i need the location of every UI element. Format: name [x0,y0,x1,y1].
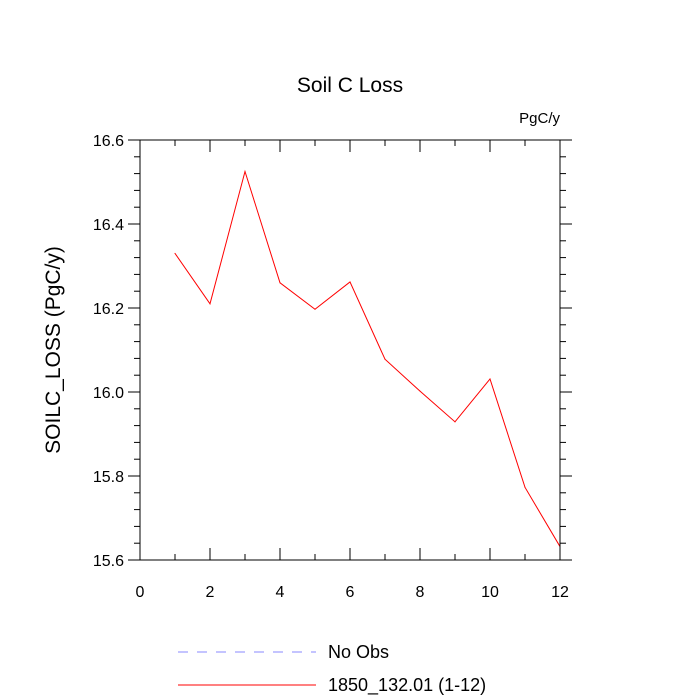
data-point [314,308,316,310]
y-tick-label: 16.2 [93,301,124,318]
y-tick-label: 16.6 [93,133,124,150]
data-point [209,303,211,305]
y-axis-label: SOILC_LOSS (PgC/y) [42,246,65,454]
units-label: PgC/y [519,110,560,127]
plot-series [174,169,561,548]
data-point [384,358,386,360]
data-point [454,421,456,423]
data-point [279,282,281,284]
x-tick-label: 6 [346,584,355,601]
legend: No Obs 1850_132.01 (1-12) [178,642,486,696]
axis-tick-labels: 0 2 4 6 8 10 12 15.6 15.8 16.0 16.2 16.4 16.6 [93,133,569,601]
axis-ticks [128,139,572,561]
y-tick-label: 15.6 [93,553,124,570]
data-point [244,171,246,172]
x-tick-label: 12 [551,584,569,601]
y-tick-label: 16.0 [93,385,124,402]
x-tick-label: 4 [276,584,285,601]
data-point [524,486,526,488]
plot-frame [139,139,561,561]
x-tick-label: 8 [416,584,425,601]
legend-label: No Obs [328,642,389,662]
chart-title: Soil C Loss [297,74,403,97]
x-tick-label: 2 [206,584,215,601]
x-tick-label: 0 [136,584,145,601]
x-tick-label: 10 [481,584,499,601]
data-point [174,252,176,254]
series-line [174,169,561,547]
data-point [419,390,421,392]
y-tick-label: 15.8 [93,469,124,486]
legend-label: 1850_132.01 (1-12) [328,675,486,696]
data-point [349,281,351,283]
data-point [489,378,491,380]
y-tick-label: 16.4 [93,217,124,234]
